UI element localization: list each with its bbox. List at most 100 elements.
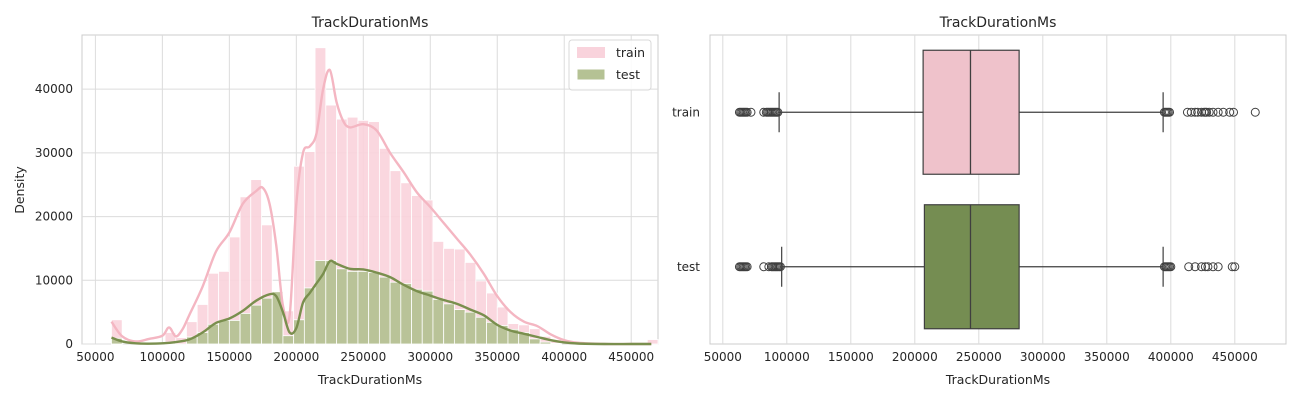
- histogram-bar-test: [271, 291, 284, 345]
- x-tick-label: 400000: [1148, 350, 1194, 364]
- histogram-bar-train: [646, 339, 659, 345]
- histogram-bar-test: [282, 335, 295, 345]
- outlier-point: [1208, 262, 1218, 272]
- histogram-bar-test: [453, 309, 466, 345]
- legend-label-train: train: [616, 45, 645, 60]
- x-tick-label: 350000: [474, 350, 520, 364]
- boxplots: [734, 49, 1260, 330]
- legend-swatch-train: [577, 47, 605, 58]
- legend-swatch-test: [576, 68, 606, 81]
- y-tick-label: 20000: [35, 210, 73, 224]
- histogram-bar-test: [261, 297, 273, 345]
- x-tick-label: 100000: [139, 350, 185, 364]
- histogram-bar-test: [250, 304, 262, 345]
- x-axis-label: TrackDurationMs: [945, 372, 1050, 387]
- chart-title: TrackDurationMs: [939, 15, 1057, 31]
- histogram-bar-test: [228, 320, 241, 345]
- chart-title: TrackDurationMs: [311, 15, 429, 31]
- outlier-point: [775, 262, 785, 272]
- y-tick-label: 0: [65, 337, 73, 351]
- histogram-bar-test: [432, 299, 445, 345]
- y-tick-label-train: train: [672, 105, 700, 119]
- outlier-point: [1229, 107, 1239, 117]
- histogram-bar-test: [346, 270, 359, 345]
- histogram-bar-test: [550, 342, 562, 345]
- x-tick-label: 200000: [273, 350, 319, 364]
- y-axis-label: Density: [12, 166, 27, 214]
- histogram-bar-test: [443, 303, 455, 345]
- outlier-point: [1190, 262, 1200, 272]
- legend: train test: [568, 39, 652, 91]
- outlier-point: [1203, 262, 1213, 272]
- outlier-point: [1190, 107, 1200, 117]
- outlier-point: [1184, 262, 1194, 272]
- outlier-point: [1225, 107, 1235, 117]
- outlier-point: [1197, 262, 1207, 272]
- outlier-point: [1186, 107, 1196, 117]
- histogram-bar-test: [518, 332, 530, 345]
- outlier-point: [742, 107, 752, 117]
- kde-line-train: [110, 68, 652, 346]
- histogram-bar-test: [475, 316, 487, 345]
- x-tick-label: 300000: [407, 350, 453, 364]
- histogram-bar-test: [368, 272, 380, 345]
- histogram-bar-test: [539, 341, 552, 345]
- outlier-point: [1230, 262, 1240, 272]
- outlier-point: [1213, 262, 1223, 272]
- histogram-bar-test: [400, 283, 412, 345]
- y-tick-labels: train test: [672, 105, 700, 274]
- x-tick-label: 100000: [764, 350, 810, 364]
- y-tick-label: 40000: [35, 82, 73, 96]
- outlier-point: [1250, 107, 1260, 117]
- kde-curves: [110, 68, 652, 346]
- x-tick-label: 250000: [340, 350, 386, 364]
- histogram-bar-test: [336, 268, 348, 345]
- histogram-bars: [111, 47, 659, 345]
- x-tick-label: 450000: [1212, 350, 1258, 364]
- x-tick-label: 50000: [704, 350, 742, 364]
- boxplot-train: [734, 49, 1260, 175]
- outlier-point: [1218, 107, 1228, 117]
- kde-line-test: [111, 259, 652, 346]
- outlier-point: [1202, 107, 1212, 117]
- x-tick-labels: 50000 100000 150000 200000 250000 300000 35000…: [704, 350, 1258, 364]
- histogram-bar-test: [325, 260, 337, 345]
- outlier-point: [1227, 262, 1237, 272]
- x-tick-label: 350000: [1084, 350, 1130, 364]
- outlier-point: [1213, 107, 1223, 117]
- outlier-point: [1165, 107, 1175, 117]
- histogram-panel: 50000 100000 150000 200000 250000 300000 35000…: [12, 15, 659, 387]
- histogram-bar-test: [239, 313, 252, 345]
- x-tick-label: 50000: [76, 350, 114, 364]
- outlier-point: [773, 107, 783, 117]
- x-tick-label: 400000: [541, 350, 587, 364]
- histogram-bar-test: [421, 290, 434, 345]
- histogram-bar-test: [357, 270, 370, 345]
- x-tick-label: 300000: [1020, 350, 1066, 364]
- outlier-point: [742, 262, 752, 272]
- x-tick-label: 250000: [956, 350, 1002, 364]
- y-tick-label-test: test: [677, 260, 700, 274]
- outlier-point: [1166, 262, 1176, 272]
- histogram-bar-test: [486, 321, 498, 345]
- y-tick-labels: 0 10000 20000 30000 40000: [35, 82, 73, 351]
- boxplot-test: [734, 204, 1240, 330]
- y-tick-label: 30000: [35, 146, 73, 160]
- x-tick-label: 150000: [206, 350, 252, 364]
- box-iqr: [923, 204, 1020, 330]
- legend-label-test: test: [616, 67, 640, 82]
- x-axis-label: TrackDurationMs: [317, 372, 422, 387]
- x-tick-labels: 50000 100000 150000 200000 250000 300000 35000…: [76, 350, 654, 364]
- outlier-point: [1208, 107, 1218, 117]
- x-tick-label: 450000: [608, 350, 654, 364]
- histogram-bar-test: [218, 320, 230, 345]
- x-tick-label: 200000: [892, 350, 938, 364]
- histogram-bar-test: [529, 338, 541, 345]
- histogram-bar-test: [464, 311, 477, 345]
- histogram-bar-test: [389, 281, 402, 345]
- histogram-bar-test: [411, 288, 423, 345]
- y-tick-label: 10000: [35, 273, 73, 287]
- boxplot-panel: 50000 100000 150000 200000 250000 300000 35000…: [672, 15, 1287, 387]
- outlier-point: [746, 107, 756, 117]
